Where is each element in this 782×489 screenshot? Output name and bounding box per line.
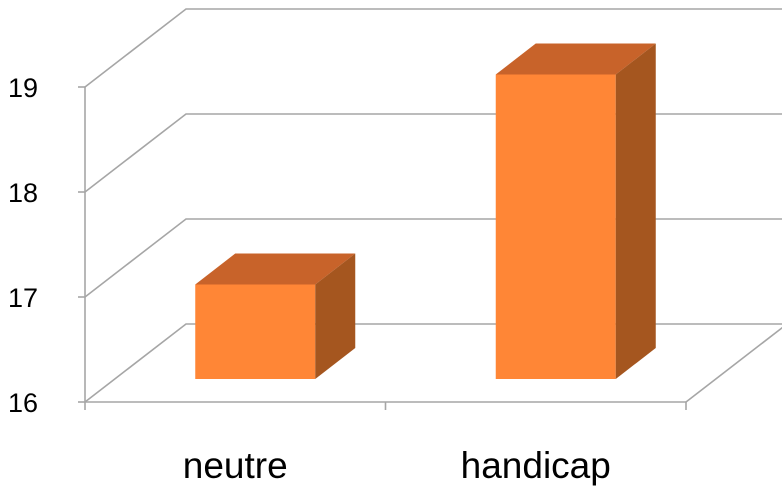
y-tick-label: 17 (8, 283, 38, 313)
x-category-label: neutre (183, 445, 288, 486)
y-tick-label: 18 (8, 178, 38, 208)
axis-layer (78, 86, 687, 410)
gridline-17 (84, 218, 782, 298)
bar-side-face (315, 253, 356, 379)
x-category-labels: neutre handicap (183, 445, 611, 486)
bar-side-face (615, 43, 656, 379)
bars-layer (195, 43, 656, 379)
grid-layer (84, 8, 782, 403)
gridline-19 (84, 8, 782, 88)
floor-edge (685, 326, 782, 403)
gridline-16 (84, 323, 782, 403)
bar-front-face (195, 284, 316, 379)
bar-front-face (495, 74, 616, 379)
bar-neutre (195, 253, 356, 379)
x-category-label: handicap (461, 445, 611, 486)
y-tick-labels: 16 17 18 19 (8, 73, 38, 418)
bar-top-face (195, 253, 356, 285)
bar-top-face (495, 43, 656, 75)
bar-handicap (495, 43, 656, 379)
gridline-18 (84, 113, 782, 193)
y-tick-label: 19 (8, 73, 38, 103)
y-tick-label: 16 (8, 388, 38, 418)
